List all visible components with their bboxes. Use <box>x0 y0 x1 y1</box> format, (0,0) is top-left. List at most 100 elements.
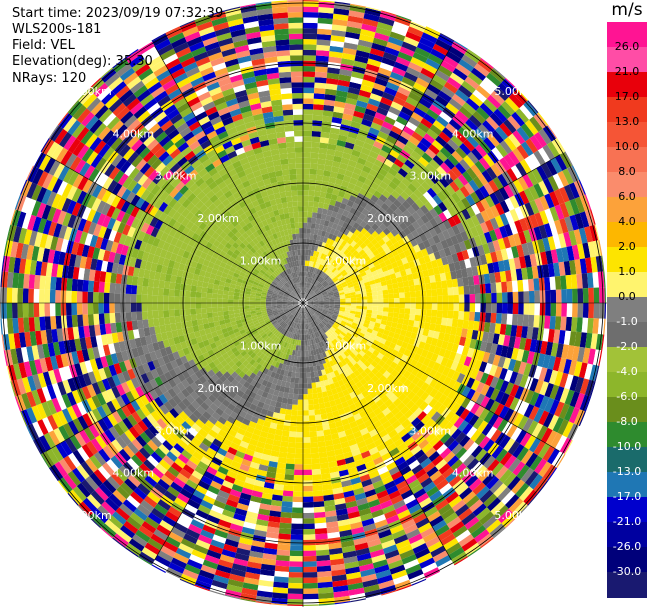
ppi-gate <box>407 169 419 180</box>
ppi-gate <box>516 144 529 160</box>
ppi-gate <box>550 432 563 449</box>
ppi-gate <box>512 291 519 303</box>
ppi-gate <box>574 259 582 275</box>
ppi-gate <box>554 316 562 331</box>
ppi-gate <box>577 346 586 363</box>
ppi-gate <box>314 71 328 79</box>
ppi-gate <box>473 320 480 331</box>
ppi-gate <box>357 94 370 104</box>
ppi-gate <box>338 289 345 294</box>
ppi-gate <box>548 369 559 385</box>
ppi-gate <box>458 294 465 303</box>
ppi-gate <box>343 242 351 249</box>
ppi-gate <box>411 326 419 334</box>
ppi-gate <box>318 7 334 14</box>
ppi-gate <box>326 262 332 269</box>
ppi-gate <box>436 165 448 177</box>
ppi-gate <box>430 259 439 269</box>
ppi-gate <box>424 230 433 240</box>
ppi-gate <box>344 257 351 264</box>
ppi-gate <box>369 207 378 216</box>
ppi-gate <box>306 297 312 301</box>
ppi-gate <box>329 272 335 279</box>
ppi-gate <box>545 341 554 356</box>
ppi-gate <box>344 265 351 272</box>
ppi-gate <box>392 21 410 32</box>
ppi-gate <box>400 269 407 277</box>
ppi-gate <box>345 251 353 258</box>
ppi-gate <box>319 287 326 292</box>
ppi-gate <box>303 211 308 218</box>
ppi-gate <box>542 354 551 369</box>
ppi-gate <box>329 301 335 303</box>
ppi-gate <box>339 296 346 300</box>
ppi-gate <box>353 316 360 322</box>
ppi-gate <box>437 65 453 78</box>
ppi-gate <box>293 474 303 481</box>
ppi-gate <box>403 101 417 112</box>
ppi-gate <box>378 238 386 247</box>
ppi-gate <box>344 293 351 297</box>
ppi-gate <box>488 229 498 242</box>
ppi-gate <box>313 87 326 95</box>
ppi-gate <box>287 398 293 405</box>
ppi-gate <box>385 207 395 216</box>
ppi-gate <box>310 291 315 297</box>
ppi-gate <box>460 328 468 338</box>
ppi-gate <box>307 303 314 305</box>
ppi-gate <box>338 259 345 266</box>
ppi-gate <box>282 425 291 432</box>
ppi-gate <box>534 303 540 316</box>
ppi-gate <box>313 234 318 241</box>
ppi-gate <box>383 303 389 308</box>
ppi-gate <box>385 320 393 327</box>
ppi-gate <box>396 276 403 283</box>
ppi-gate <box>359 34 375 43</box>
ppi-gate <box>297 394 303 400</box>
ppi-gate <box>474 293 481 303</box>
ppi-gate <box>545 290 551 303</box>
ppi-gate <box>455 63 471 77</box>
ppi-gate <box>341 318 348 323</box>
ppi-gate <box>433 225 442 235</box>
ppi-gate <box>320 413 328 420</box>
ppi-gate <box>423 342 431 352</box>
ppi-gate <box>579 332 588 348</box>
ppi-gate <box>547 141 560 158</box>
ppi-gate <box>320 126 331 133</box>
ppi-gate <box>308 184 316 191</box>
ppi-gate <box>373 159 384 168</box>
ppi-gate <box>314 185 322 192</box>
ppi-gate <box>435 135 448 147</box>
ppi-gate <box>311 293 317 298</box>
ppi-gate <box>316 33 332 41</box>
ppi-gate <box>353 167 363 176</box>
ppi-gate <box>494 403 505 417</box>
ppi-gate <box>469 93 484 107</box>
ppi-gate <box>310 377 316 383</box>
ppi-gate <box>425 261 433 270</box>
ppi-gate <box>382 235 390 244</box>
ppi-gate <box>554 275 562 290</box>
ppi-gate <box>303 233 307 239</box>
ppi-gate <box>397 51 413 62</box>
ppi-gate <box>364 160 374 169</box>
ppi-gate <box>339 162 348 171</box>
ppi-gate <box>303 593 319 600</box>
ppi-gate <box>329 127 340 135</box>
ppi-gate <box>443 158 456 170</box>
ppi-gate <box>292 496 303 503</box>
ppi-gate <box>346 199 355 208</box>
ppi-gate <box>544 397 555 413</box>
ppi-gate <box>317 23 333 30</box>
ppi-gate <box>556 137 566 153</box>
ppi-gate <box>303 103 314 110</box>
ppi-gate <box>323 307 329 310</box>
ppi-gate <box>307 301 314 303</box>
ppi-gate <box>601 334 605 351</box>
ppi-gate <box>519 218 529 232</box>
ppi-gate <box>494 390 505 404</box>
ppi-gate <box>368 53 383 63</box>
ppi-gate <box>345 297 351 301</box>
ppi-gate <box>313 403 320 410</box>
